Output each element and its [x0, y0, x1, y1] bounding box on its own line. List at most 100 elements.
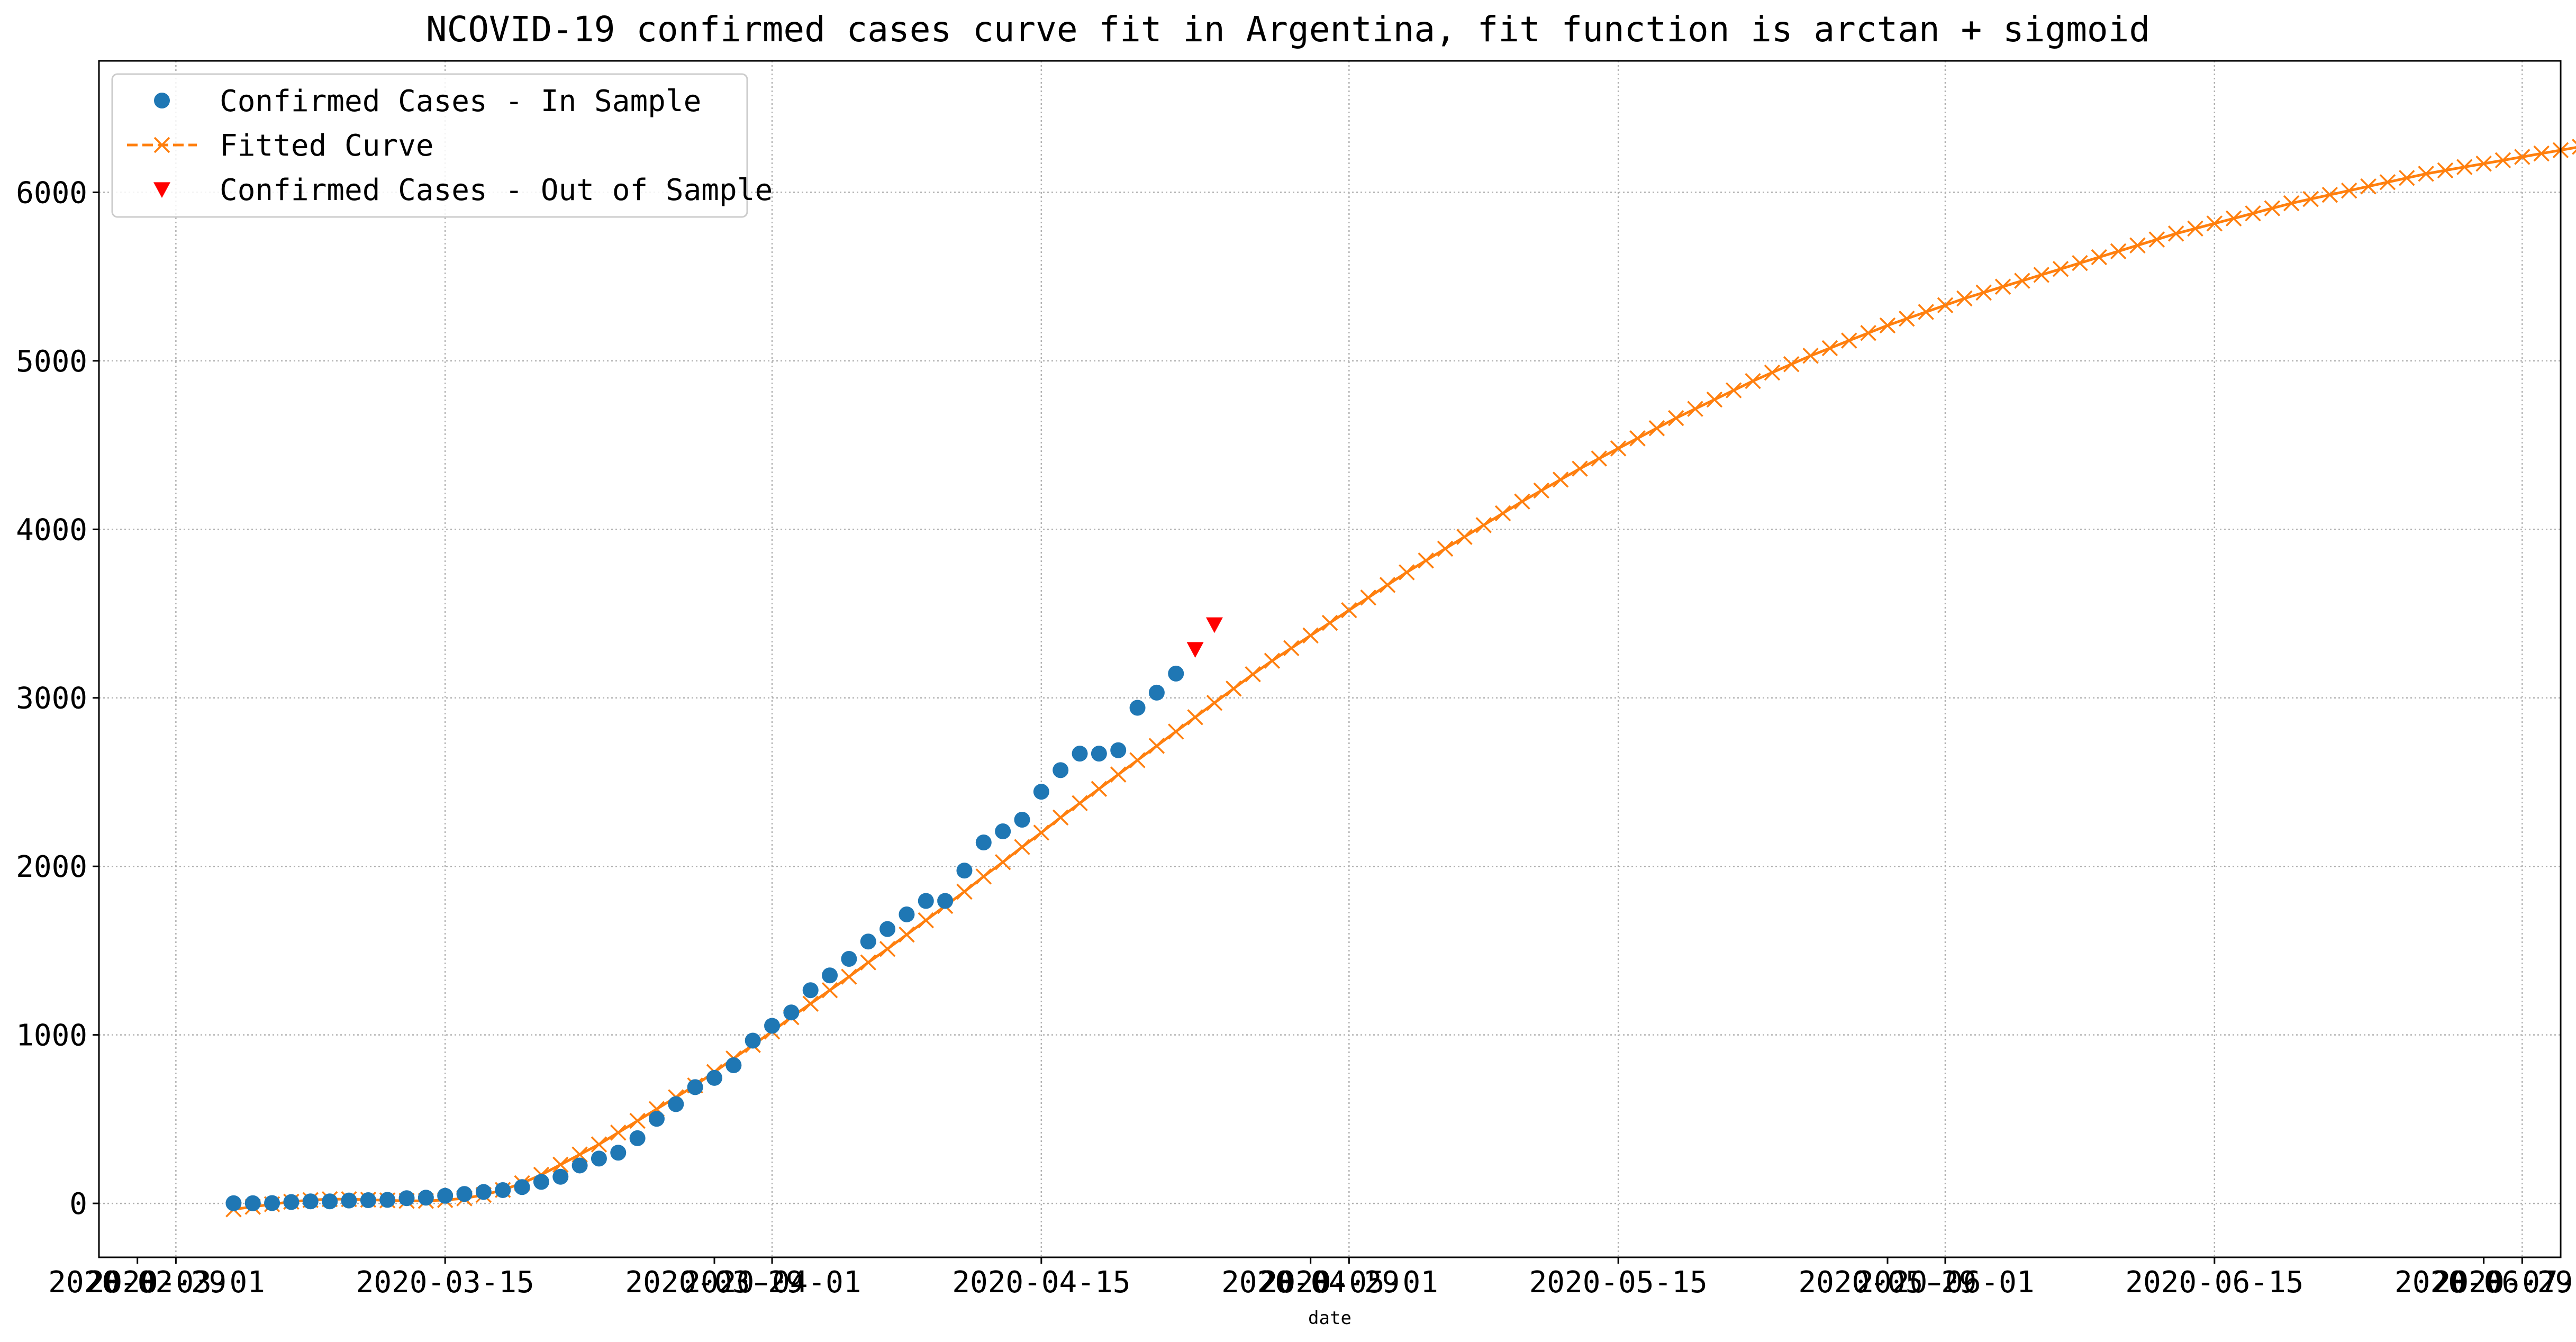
fitted-curve-marker — [2302, 191, 2319, 207]
fitted-curve-marker — [1226, 680, 1242, 697]
fitted-curve-marker — [2360, 178, 2377, 195]
in-sample-point — [975, 834, 992, 850]
fitted-curve-marker — [2072, 255, 2088, 271]
fitted-curve-marker — [1937, 297, 1954, 313]
fitted-curve-marker — [1956, 290, 1973, 307]
fitted-curve-marker — [2456, 159, 2473, 175]
y-tick-label: 3000 — [16, 682, 87, 716]
fitted-curve-marker — [1379, 577, 1396, 593]
fitted-curve-marker — [2283, 195, 2300, 212]
fitted-curve-marker — [2264, 200, 2281, 216]
fitted-curve-marker — [1899, 310, 1915, 327]
x-tick-label: 2020-02-29 — [48, 1265, 226, 1300]
in-sample-point — [899, 906, 915, 922]
in-sample-point — [552, 1168, 569, 1185]
in-sample-point — [1110, 742, 1127, 758]
legend-swatch-fit-marker — [153, 137, 170, 153]
fitted-curve-marker — [1687, 401, 1703, 417]
fitted-curve-marker — [1110, 766, 1127, 783]
fitted-curve-marker — [552, 1156, 569, 1173]
legend: Confirmed Cases - In Sample Fitted Curve C… — [111, 73, 773, 218]
in-sample-point — [418, 1190, 434, 1206]
in-sample-point — [745, 1032, 761, 1049]
fitted-curve-marker — [1052, 809, 1069, 826]
fitted-curve-marker — [879, 941, 896, 957]
fitted-curve-marker — [2148, 231, 2165, 248]
x-tick-label: 2020-06-29 — [2394, 1265, 2573, 1300]
in-sample-point — [225, 1195, 242, 1211]
fitted-curve-marker — [821, 982, 838, 999]
x-tick-label: 2020-06-15 — [2125, 1265, 2303, 1300]
fitted-curve-marker — [2418, 166, 2434, 182]
grid — [99, 61, 2561, 1257]
fitted-curve-marker — [2495, 152, 2511, 169]
in-sample-point — [995, 823, 1011, 839]
x-tick-label: 2020-03-29 — [625, 1265, 803, 1300]
in-sample-point — [841, 951, 857, 967]
fitted-curve-marker — [2437, 162, 2454, 179]
fitted-curve-marker — [1629, 430, 1646, 447]
fitted-curve-marker — [2033, 267, 2049, 283]
x-tick-label: 2020-04-15 — [952, 1265, 1130, 1300]
fitted-curve-marker — [1610, 440, 1627, 457]
y-tick-label: 4000 — [16, 513, 87, 547]
fitted-curve-marker — [1783, 356, 1800, 373]
y-tick-label: 5000 — [16, 344, 87, 379]
in-sample-point — [1053, 762, 1069, 778]
fitted-curve-marker — [975, 868, 992, 885]
in-sample-point — [322, 1193, 338, 1210]
fitted-curve-marker — [2052, 261, 2069, 277]
fitted-curve-marker — [1206, 695, 1223, 711]
fitted-curve-marker — [2225, 210, 2242, 226]
fitted-curve-marker — [1975, 284, 1992, 301]
fitted-curve-marker — [1091, 781, 1108, 797]
in-sample-point — [360, 1192, 376, 1209]
in-sample-point — [879, 921, 896, 937]
x-tick-label: 2020-05-29 — [1798, 1265, 1976, 1300]
x-tick-label: 2020-07-01 — [2433, 1265, 2576, 1300]
in-sample-point — [648, 1111, 665, 1127]
in-sample-point — [610, 1145, 627, 1161]
in-sample-point — [706, 1069, 722, 1086]
fitted-curve-marker — [899, 926, 915, 943]
fitted-curve-marker — [1764, 364, 1781, 381]
in-sample-point — [514, 1179, 530, 1195]
fitted-curve-marker — [1129, 752, 1146, 768]
out-of-sample-layer — [1186, 617, 1223, 658]
fitted-curve-marker — [1437, 540, 1454, 557]
out-of-sample-point — [1186, 642, 1204, 658]
fitted-curve-marker — [1245, 666, 1261, 683]
in-sample-layer — [225, 665, 1184, 1211]
out-of-sample-point — [1205, 617, 1223, 633]
in-sample-point — [687, 1079, 703, 1095]
in-sample-point — [1129, 700, 1146, 716]
in-sample-point — [1033, 784, 1049, 800]
in-sample-point — [783, 1004, 800, 1021]
fitted-curve-marker — [1821, 340, 1838, 357]
in-sample-point — [244, 1195, 261, 1211]
legend-box — [111, 73, 748, 218]
in-sample-point — [802, 982, 819, 999]
fitted-curve-marker — [2129, 237, 2146, 253]
fitted-curve-marker — [1648, 420, 1665, 437]
fitted-curve-marker — [1456, 529, 1473, 545]
fitted-curve-marker — [629, 1112, 646, 1129]
fitted-curve-marker — [2110, 243, 2127, 260]
fitted-curve-marker — [1360, 590, 1376, 606]
fitted-curve-marker — [1033, 824, 1050, 841]
legend-swatch-in-sample — [154, 93, 170, 108]
fitted-curve-marker — [591, 1136, 607, 1153]
fitted-curve-marker — [1302, 627, 1319, 644]
in-sample-point — [283, 1194, 300, 1210]
in-sample-point — [725, 1057, 742, 1073]
fitted-curve-marker — [1841, 332, 1857, 349]
in-sample-point — [918, 893, 934, 909]
fitted-curve-marker — [1399, 564, 1415, 581]
fitted-curve-marker — [1725, 382, 1742, 398]
fitted-curve-marker — [1667, 410, 1684, 427]
fitted-curve-marker — [1168, 723, 1184, 740]
x-axis-label: date — [1308, 1308, 1352, 1329]
in-sample-point — [264, 1195, 280, 1211]
